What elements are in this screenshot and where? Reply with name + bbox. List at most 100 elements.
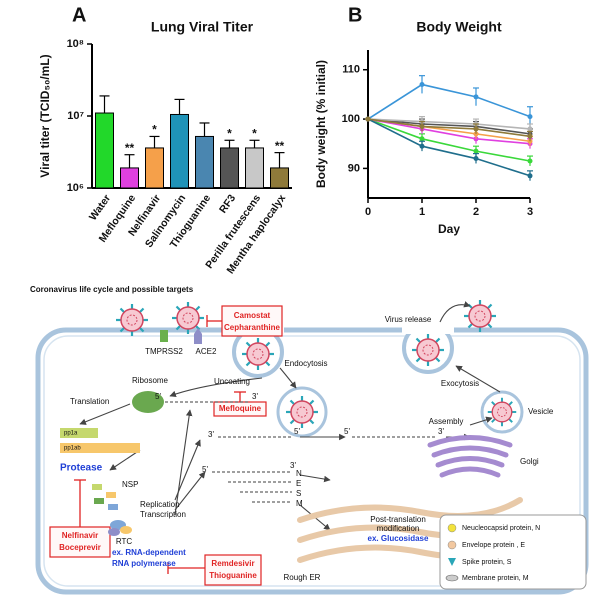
protein-gene: E (296, 479, 301, 488)
arrows (299, 474, 331, 483)
label: Exocytosis (441, 379, 479, 388)
golgi (427, 435, 513, 478)
point (527, 126, 533, 132)
arrows (455, 365, 501, 393)
label: Assembly (429, 417, 464, 426)
point (473, 94, 479, 100)
label: pp1a (64, 431, 78, 437)
receptors (160, 328, 202, 344)
point (527, 158, 533, 164)
drug-label: Thioguanine (209, 571, 257, 580)
label: Endocytosis (284, 359, 327, 368)
significance-label: ** (275, 139, 285, 153)
y-tick-label: 110 (342, 64, 360, 76)
receptors (194, 328, 202, 344)
point (365, 116, 371, 122)
rough-er (297, 497, 523, 523)
y-tick-label: 90 (348, 162, 360, 174)
label: Post-translation (370, 515, 426, 524)
x-tick-label: 2 (473, 206, 479, 218)
label: Ribosome (132, 376, 169, 385)
golgi (435, 456, 505, 468)
label: ex. Glucosidase (368, 534, 429, 543)
legend-box (448, 558, 456, 566)
arrows (279, 367, 297, 389)
nsp-fragments (106, 492, 116, 498)
bar (195, 135, 214, 189)
strand-end: 3' (252, 392, 258, 401)
arrows (109, 449, 141, 471)
legend-entry: Envelope protein , E (462, 542, 525, 549)
inhibitor-boxes (221, 305, 283, 337)
bar (245, 147, 264, 189)
label: Protease (60, 463, 103, 474)
arrows (174, 409, 193, 516)
label: TMPRSS2 (145, 347, 183, 356)
golgi (427, 435, 513, 448)
legend-box (447, 540, 457, 550)
strand-end: 5' (344, 427, 350, 436)
point (473, 126, 479, 132)
y-tick-label: 100 (342, 113, 360, 125)
x-tick-label: 3 (527, 206, 533, 218)
label: RNA polymerase (112, 559, 176, 568)
label: modification (377, 524, 420, 533)
label: Virus release (385, 315, 432, 324)
point (473, 148, 479, 154)
charts: A Lung Viral Titer Viral titer (TCID₅₀/mL)… (38, 4, 533, 276)
virus-particles (462, 298, 498, 334)
x-tick-label: 0 (365, 206, 371, 218)
bar (95, 112, 114, 189)
chart-title: Body Weight (416, 19, 502, 35)
bar (270, 167, 289, 189)
panel-label: A (72, 4, 86, 26)
strand-end: 5' (155, 392, 161, 401)
series-line (367, 118, 531, 145)
protein-gene: S (296, 489, 301, 498)
drug-label: Nelfinavir (62, 531, 98, 540)
series-line (367, 118, 531, 177)
point (419, 143, 425, 149)
arrows (439, 301, 471, 323)
legend-entry: Spike protein, S (462, 559, 512, 566)
arrows (469, 416, 493, 426)
virus-particles (284, 394, 320, 430)
drug-label: Boceprevir (59, 543, 101, 552)
bar (120, 167, 139, 189)
x-tick-label: 1 (419, 206, 425, 218)
series-line (367, 118, 531, 138)
nsp-fragments (108, 504, 118, 510)
virus-particles (240, 336, 276, 372)
label: Golgi (520, 457, 539, 466)
series-line (367, 118, 531, 130)
cell-membrane (402, 322, 454, 334)
point (527, 133, 533, 139)
ribosome (132, 391, 164, 413)
virus-particles (114, 302, 150, 338)
bar (220, 147, 239, 189)
point (419, 82, 425, 88)
label: RTC (116, 537, 133, 546)
label: Transcription (140, 510, 186, 519)
legend-box (447, 523, 457, 533)
arrows (79, 403, 131, 425)
drug-label: Remdesivir (211, 559, 254, 568)
panel-label: B (348, 4, 362, 26)
legend-entry: Neucleocapsid protein, N (462, 525, 540, 532)
ribosome (132, 391, 164, 413)
series-line (367, 83, 531, 120)
legend-entry: Membrane protein, M (462, 575, 529, 582)
significance-label: ** (125, 141, 135, 155)
chart-title: Lung Viral Titer (151, 19, 254, 35)
arrows (174, 471, 206, 511)
point (527, 114, 533, 120)
point (419, 136, 425, 142)
y-tick-label: 10⁶ (67, 182, 84, 194)
virus-particles (410, 332, 446, 368)
golgi (431, 445, 509, 458)
virus-particles (486, 396, 518, 428)
point (419, 123, 425, 129)
nsp-fragments (94, 498, 104, 504)
virus-particles (170, 300, 206, 336)
significance-label: * (227, 126, 232, 140)
